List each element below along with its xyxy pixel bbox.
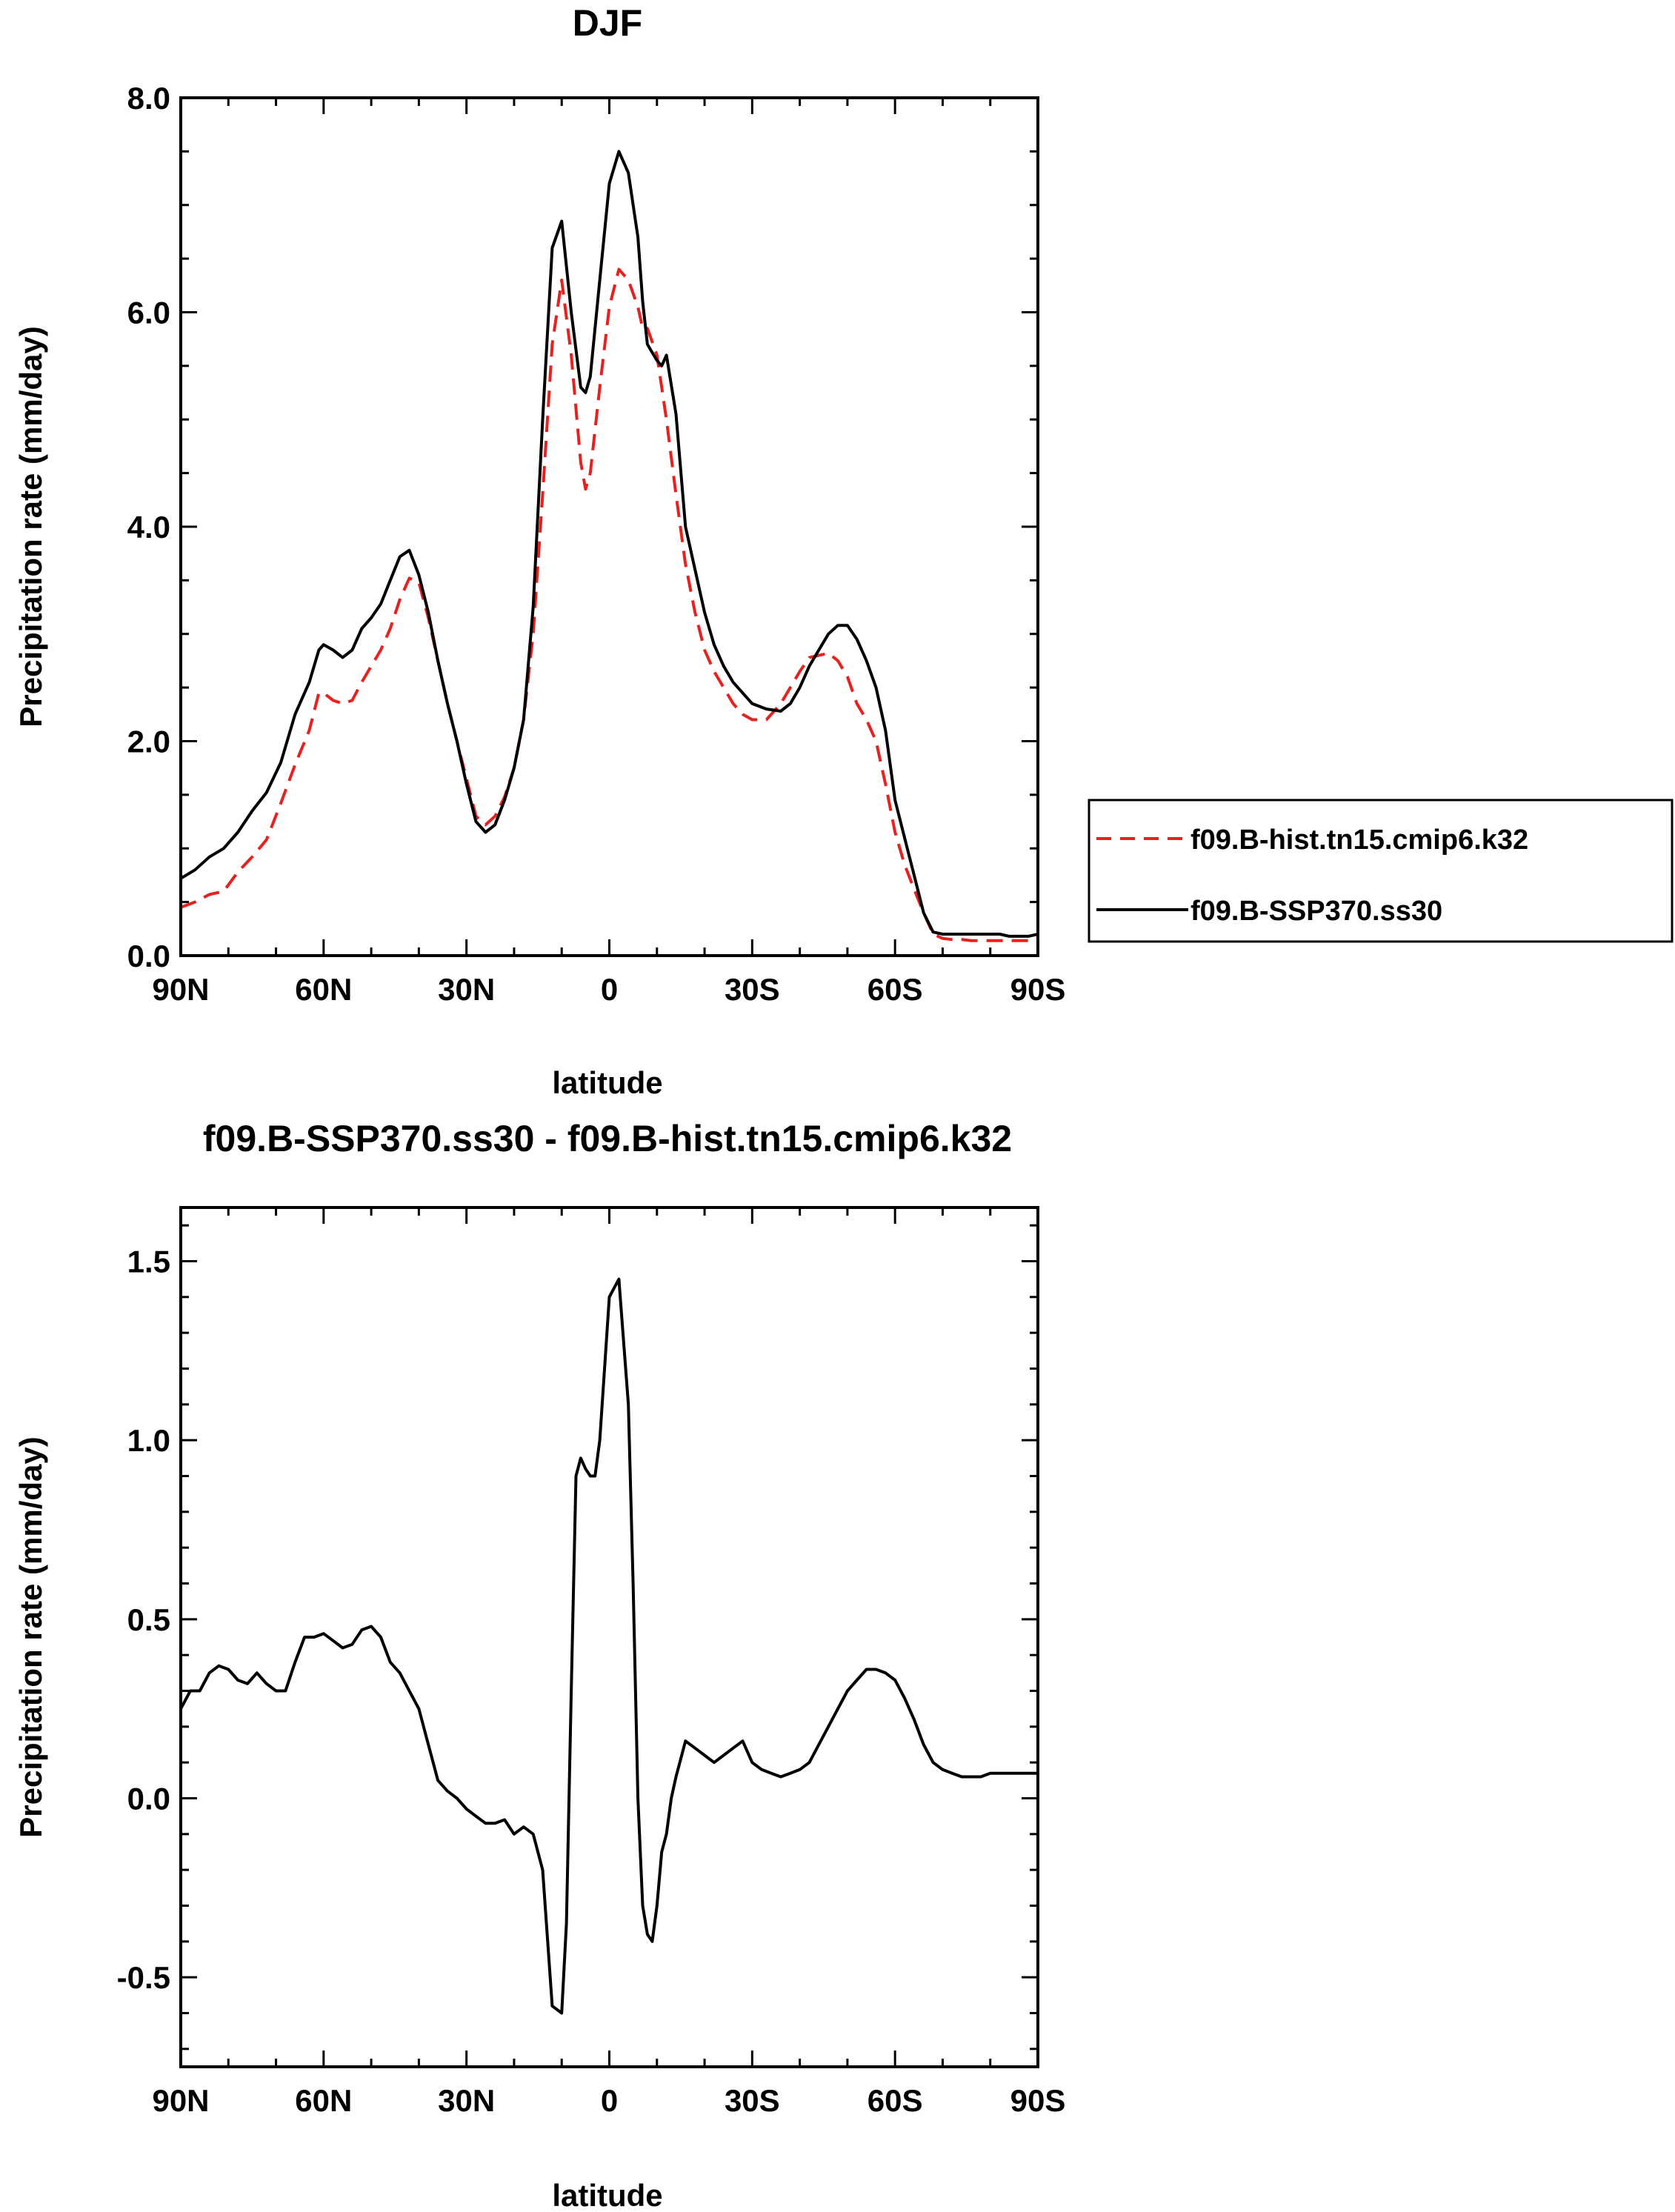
- x-tick-label: 30S: [725, 2083, 780, 2118]
- bottom-y-axis-label: Precipitation rate (mm/day): [13, 1436, 48, 1837]
- y-tick-label: 4.0: [127, 510, 170, 544]
- top-x-axis-label: latitude: [552, 1065, 662, 1100]
- top-y-tick-labels: 0.0 2.0 4.0 6.0 8.0: [127, 81, 170, 973]
- y-tick-label: -0.5: [117, 1960, 170, 1995]
- y-tick-label: 2.0: [127, 724, 170, 759]
- bottom-x-axis-label: latitude: [552, 2178, 662, 2212]
- x-tick-label: 90N: [152, 2083, 209, 2118]
- y-tick-label: 1.0: [127, 1423, 170, 1458]
- y-tick-label: 0.0: [127, 1782, 170, 1816]
- y-tick-label: 0.0: [127, 939, 170, 973]
- bottom-x-tick-labels: 90N 60N 30N 0 30S 60S 90S: [152, 2083, 1065, 2118]
- bottom-y-tick-labels: -0.5 0.0 0.5 1.0 1.5: [117, 1245, 170, 1996]
- top-chart: DJF 90N 60N 30N 0 30S 60S 90S 0.02.04.06.08.0 …: [13, 2, 1065, 1100]
- y-tick-label: 0.5: [127, 1602, 170, 1637]
- x-tick-label: 90N: [152, 972, 209, 1007]
- top-tick-marks: [179, 96, 1039, 957]
- y-tick-label: 8.0: [127, 81, 170, 116]
- top-x-tick-labels: 90N 60N 30N 0 30S 60S 90S: [152, 972, 1065, 1007]
- x-tick-label: 0: [601, 972, 618, 1007]
- series-line-ssp370: [179, 150, 1039, 938]
- x-tick-label: 0: [601, 2083, 618, 2118]
- bottom-series-lines: [179, 1277, 1038, 2015]
- y-tick-label: 6.0: [127, 296, 170, 330]
- bottom-plot-frame: [179, 1206, 1039, 2068]
- top-plot-frame: [179, 96, 1039, 957]
- legend: f09.B-hist.tn15.cmip6.k32 f09.B-SSP370.s…: [1088, 799, 1674, 943]
- legend-label-hist: f09.B-hist.tn15.cmip6.k32: [1191, 824, 1528, 856]
- top-y-axis-label: Precipitation rate (mm/day): [13, 326, 48, 727]
- top-series-lines: [179, 150, 1039, 942]
- x-tick-label: 30N: [438, 972, 495, 1007]
- series-line-hist: [180, 267, 1038, 942]
- x-tick-label: 30S: [725, 972, 780, 1007]
- series-line-difference: [179, 1277, 1038, 2015]
- x-tick-label: 90S: [1010, 972, 1066, 1007]
- x-tick-label: 30N: [438, 2083, 495, 2118]
- bottom-chart: f09.B-SSP370.ss30 - f09.B-hist.tn15.cmip…: [13, 1118, 1065, 2212]
- legend-label-ssp370: f09.B-SSP370.ss30: [1191, 896, 1442, 927]
- x-tick-label: 60S: [868, 972, 923, 1007]
- y-tick-label: 1.5: [127, 1245, 170, 1279]
- x-tick-label: 60S: [868, 2083, 923, 2118]
- x-tick-label: 60N: [295, 972, 352, 1007]
- x-tick-label: 60N: [295, 2083, 352, 2118]
- difference-chart-title: f09.B-SSP370.ss30 - f09.B-hist.tn15.cmip…: [203, 1118, 1012, 1159]
- x-tick-label: 90S: [1010, 2083, 1066, 2118]
- legend-box: [1088, 799, 1674, 943]
- chart-title: DJF: [573, 2, 642, 44]
